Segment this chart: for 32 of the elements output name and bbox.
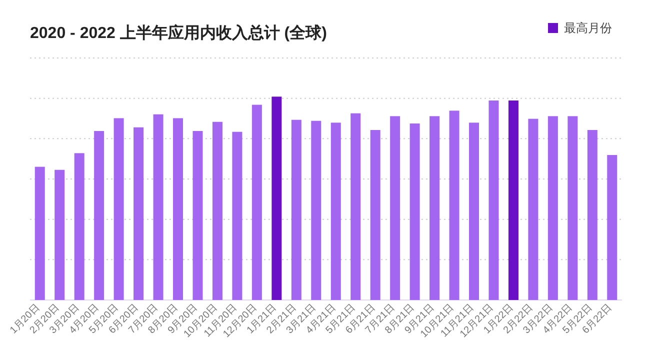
- bar: [469, 122, 479, 300]
- bar: [291, 120, 302, 300]
- bar: [587, 130, 598, 300]
- bar: [94, 131, 104, 300]
- bar: [488, 100, 499, 300]
- bar: [212, 122, 222, 300]
- bar: [272, 96, 282, 300]
- bar: [568, 116, 578, 300]
- bar: [114, 118, 124, 300]
- bar: [134, 127, 144, 300]
- bar: [34, 166, 45, 300]
- bar: [153, 114, 164, 300]
- legend-label: 最高月份: [564, 21, 612, 35]
- bar: [74, 153, 84, 300]
- bar: [252, 104, 262, 300]
- bar: [548, 116, 558, 300]
- bar: [54, 170, 65, 300]
- bar: [173, 118, 183, 300]
- bar: [528, 118, 538, 300]
- chart-title: 2020 - 2022 上半年应用内收入总计 (全球): [30, 23, 327, 42]
- bar: [370, 130, 380, 300]
- bar: [330, 122, 341, 300]
- bar: [607, 155, 618, 300]
- bar: [430, 116, 440, 300]
- bar: [311, 120, 322, 300]
- bar: [232, 132, 242, 300]
- bar: [390, 116, 400, 300]
- bar: [449, 110, 460, 300]
- bar: [192, 131, 203, 300]
- bar: [350, 113, 361, 300]
- bar: [508, 100, 518, 300]
- bar: [410, 123, 420, 300]
